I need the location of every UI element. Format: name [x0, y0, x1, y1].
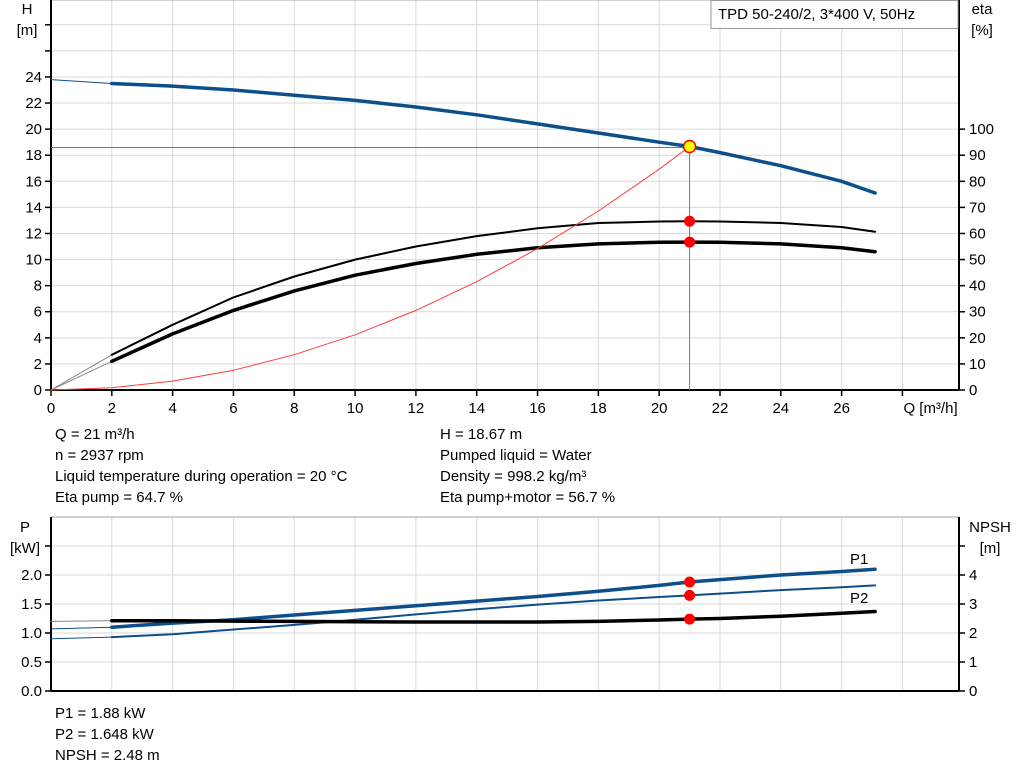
- y2-axis-label: [%]: [971, 22, 993, 39]
- x-tick-label: 24: [772, 400, 789, 417]
- y2-tick-label: 20: [969, 330, 986, 347]
- curve-P1-extrapolated: [50, 626, 113, 630]
- y-tick-label: 22: [25, 95, 42, 112]
- y-axis-label: [m]: [17, 22, 38, 39]
- x-tick-label: 26: [833, 400, 850, 417]
- y-tick-label: 0: [34, 382, 42, 399]
- curve-NPSH-extrapolated: [50, 620, 113, 622]
- y2-axis-label: [m]: [980, 540, 1001, 557]
- x-tick-label: 0: [47, 400, 55, 417]
- x-tick-label: 18: [590, 400, 607, 417]
- info-liquid: Pumped liquid = Water: [440, 447, 592, 464]
- series-label-p1: P1: [850, 551, 868, 568]
- y2-tick-label: 0: [969, 382, 977, 399]
- info-q: Q = 21 m³/h: [55, 426, 135, 443]
- duty-marker-head: [682, 139, 697, 154]
- y-axis-label: [kW]: [10, 540, 40, 557]
- y-tick-label: 4: [34, 330, 42, 347]
- info-head: H = 18.67 m: [440, 426, 523, 443]
- y-tick-label: 18: [25, 147, 42, 164]
- curve-eta_pump_motor: [110, 240, 877, 364]
- curve-eta_pump-extrapolated: [50, 354, 113, 391]
- x-tick-label: 2: [108, 400, 116, 417]
- info-speed: n = 2937 rpm: [55, 447, 144, 464]
- curve-eta_pump_motor-extrapolated: [50, 360, 113, 391]
- series-label-p2: P2: [850, 590, 868, 607]
- info-npsh: NPSH = 2.48 m: [55, 747, 160, 764]
- x-tick-label: 16: [529, 400, 546, 417]
- y2-tick-label: 3: [969, 596, 977, 613]
- y-tick-label: 12: [25, 225, 42, 242]
- y2-tick-label: 80: [969, 173, 986, 190]
- y-axis-label: H: [22, 1, 33, 18]
- y-tick-label: 14: [25, 199, 42, 216]
- y2-tick-label: 60: [969, 225, 986, 242]
- y-tick-label: 1.0: [21, 625, 42, 642]
- curve-eta_pump: [110, 220, 877, 356]
- y-tick-label: 6: [34, 304, 42, 321]
- y2-tick-label: 90: [969, 147, 986, 164]
- title-box: [710, 0, 959, 29]
- y2-axis-label: NPSH: [969, 519, 1011, 536]
- power-npsh-chart: 0.0 0.5 1.0 1.5 2.0 0 1 2 3 4 P [kW] NPSH [m] P1 P2: [10, 516, 1011, 700]
- x-tick-label: 12: [408, 400, 425, 417]
- y-tick-label: 20: [25, 121, 42, 138]
- duty-marker-p2: [684, 589, 696, 601]
- y-tick-label: 24: [25, 69, 42, 86]
- y-tick-label: 1.5: [21, 596, 42, 613]
- y2-tick-label: 4: [969, 567, 977, 584]
- y-axis-label: P: [20, 519, 30, 536]
- curve-H-extrapolated: [50, 79, 113, 84]
- duty-marker-eta-pump: [684, 215, 696, 227]
- y-tick-label: 2: [34, 356, 42, 373]
- duty-info-left: Q = 21 m³/h n = 2937 rpm Liquid temperat…: [55, 424, 347, 508]
- x-tick-label: 22: [712, 400, 729, 417]
- curve-system: [50, 146, 691, 391]
- x-tick-label: 20: [651, 400, 668, 417]
- y2-tick-label: 30: [969, 304, 986, 321]
- info-eta-pump-motor: Eta pump+motor = 56.7 %: [440, 489, 616, 506]
- x-tick-label: 6: [229, 400, 237, 417]
- duty-marker-npsh: [684, 613, 696, 625]
- curve-H: [110, 81, 877, 195]
- curve-NPSH: [110, 609, 877, 624]
- y2-tick-label: 0: [969, 683, 977, 700]
- curve-P2: [110, 584, 877, 639]
- duty-marker-p1: [684, 576, 696, 588]
- info-density: Density = 998.2 kg/m³: [440, 468, 587, 485]
- x-tick-label: 8: [290, 400, 298, 417]
- curve-P2-extrapolated: [50, 636, 113, 640]
- plot-frame: [50, 0, 960, 391]
- y2-tick-label: 70: [969, 199, 986, 216]
- x-axis-label: Q [m³/h]: [903, 400, 957, 417]
- info-p1: P1 = 1.88 kW: [55, 705, 146, 722]
- y-tick-label: 10: [25, 252, 42, 269]
- power-info: P1 = 1.88 kW P2 = 1.648 kW NPSH = 2.48 m: [55, 703, 160, 766]
- y2-axis-label: eta: [972, 1, 994, 18]
- chart-title: TPD 50-240/2, 3*400 V, 50Hz: [718, 6, 915, 23]
- duty-marker-eta-pump-motor: [684, 236, 696, 248]
- info-eta-pump: Eta pump = 64.7 %: [55, 489, 183, 506]
- y2-tick-label: 2: [969, 625, 977, 642]
- head-efficiency-chart: 0246810121416182022240102030405060708090…: [17, 0, 994, 417]
- y2-tick-label: 100: [969, 121, 994, 138]
- y-tick-label: 8: [34, 278, 42, 295]
- x-tick-label: 14: [468, 400, 485, 417]
- y2-tick-label: 10: [969, 356, 986, 373]
- y-tick-label: 0.5: [21, 654, 42, 671]
- y-tick-label: 0.0: [21, 683, 42, 700]
- x-tick-label: 10: [347, 400, 364, 417]
- y2-tick-label: 50: [969, 252, 986, 269]
- x-tick-label: 4: [168, 400, 176, 417]
- y2-tick-label: 1: [969, 654, 977, 671]
- y-tick-label: 2.0: [21, 567, 42, 584]
- y-tick-label: 16: [25, 173, 42, 190]
- curve-P1: [110, 567, 877, 629]
- info-p2: P2 = 1.648 kW: [55, 726, 154, 743]
- info-temperature: Liquid temperature during operation = 20…: [55, 468, 348, 485]
- y2-tick-label: 40: [969, 278, 986, 295]
- duty-info-right: H = 18.67 m Pumped liquid = Water Densit…: [440, 424, 615, 508]
